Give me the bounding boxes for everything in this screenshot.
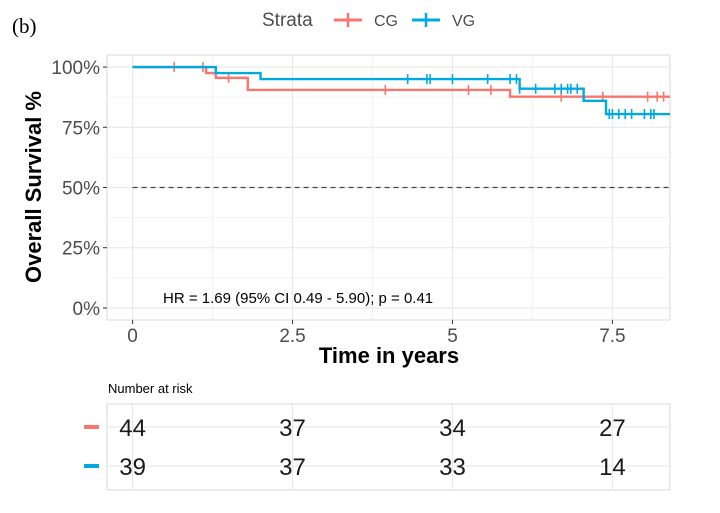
y-tick-label: 50% [62,179,100,200]
risk-count-vg: 33 [439,454,466,481]
legend: Strata CG VG [262,10,475,31]
risk-table-title: Number at risk [108,381,193,396]
risk-count-cg: 27 [599,415,626,442]
legend-key-vg [412,13,440,27]
risk-count-vg: 14 [599,454,626,481]
survival-curves [132,62,670,120]
curve-line-cg [132,65,670,98]
x-tick-label: 2.5 [279,326,305,347]
risk-count-vg: 37 [279,454,306,481]
risk-count-vg: 39 [119,454,146,481]
x-tick-label: 5 [447,326,458,347]
y-tick-label: 100% [51,58,100,79]
y-tick-label: 75% [62,118,100,139]
risk-row-key-vg [84,464,99,468]
x-axis-ticks: 0 2.5 5 7.5 [127,320,626,347]
survival-curve-cg [132,62,670,102]
x-tick-label: 0 [127,326,138,347]
legend-label-cg: CG [374,13,398,30]
risk-row-key-cg [84,425,99,429]
risk-count-cg: 44 [119,415,146,442]
x-tick-label: 7.5 [599,326,625,347]
risk-table: 44 37 34 27 39 37 33 14 [84,403,671,491]
legend-title: Strata [262,10,313,31]
risk-table-panel [106,403,671,491]
risk-count-cg: 37 [279,415,306,442]
hazard-ratio-annotation: HR = 1.69 (95% CI 0.49 - 5.90); p = 0.41 [163,290,433,307]
panel-label: (b) [12,14,37,38]
y-tick-label: 0% [73,299,101,320]
legend-label-vg: VG [452,13,475,30]
y-axis-ticks: 0% 25% 50% 75% 100% [51,58,107,320]
x-axis-title: Time in years [319,343,459,368]
risk-count-cg: 34 [439,415,466,442]
legend-key-cg [334,13,362,27]
y-tick-label: 25% [62,239,100,260]
survival-plot-panel: 0% 25% 50% 75% 100% 0 2.5 5 7.5 HR = 1.69 (95% … [51,54,671,347]
y-axis-title: Overall Survival % [21,91,46,283]
survival-curve-vg [132,65,670,120]
